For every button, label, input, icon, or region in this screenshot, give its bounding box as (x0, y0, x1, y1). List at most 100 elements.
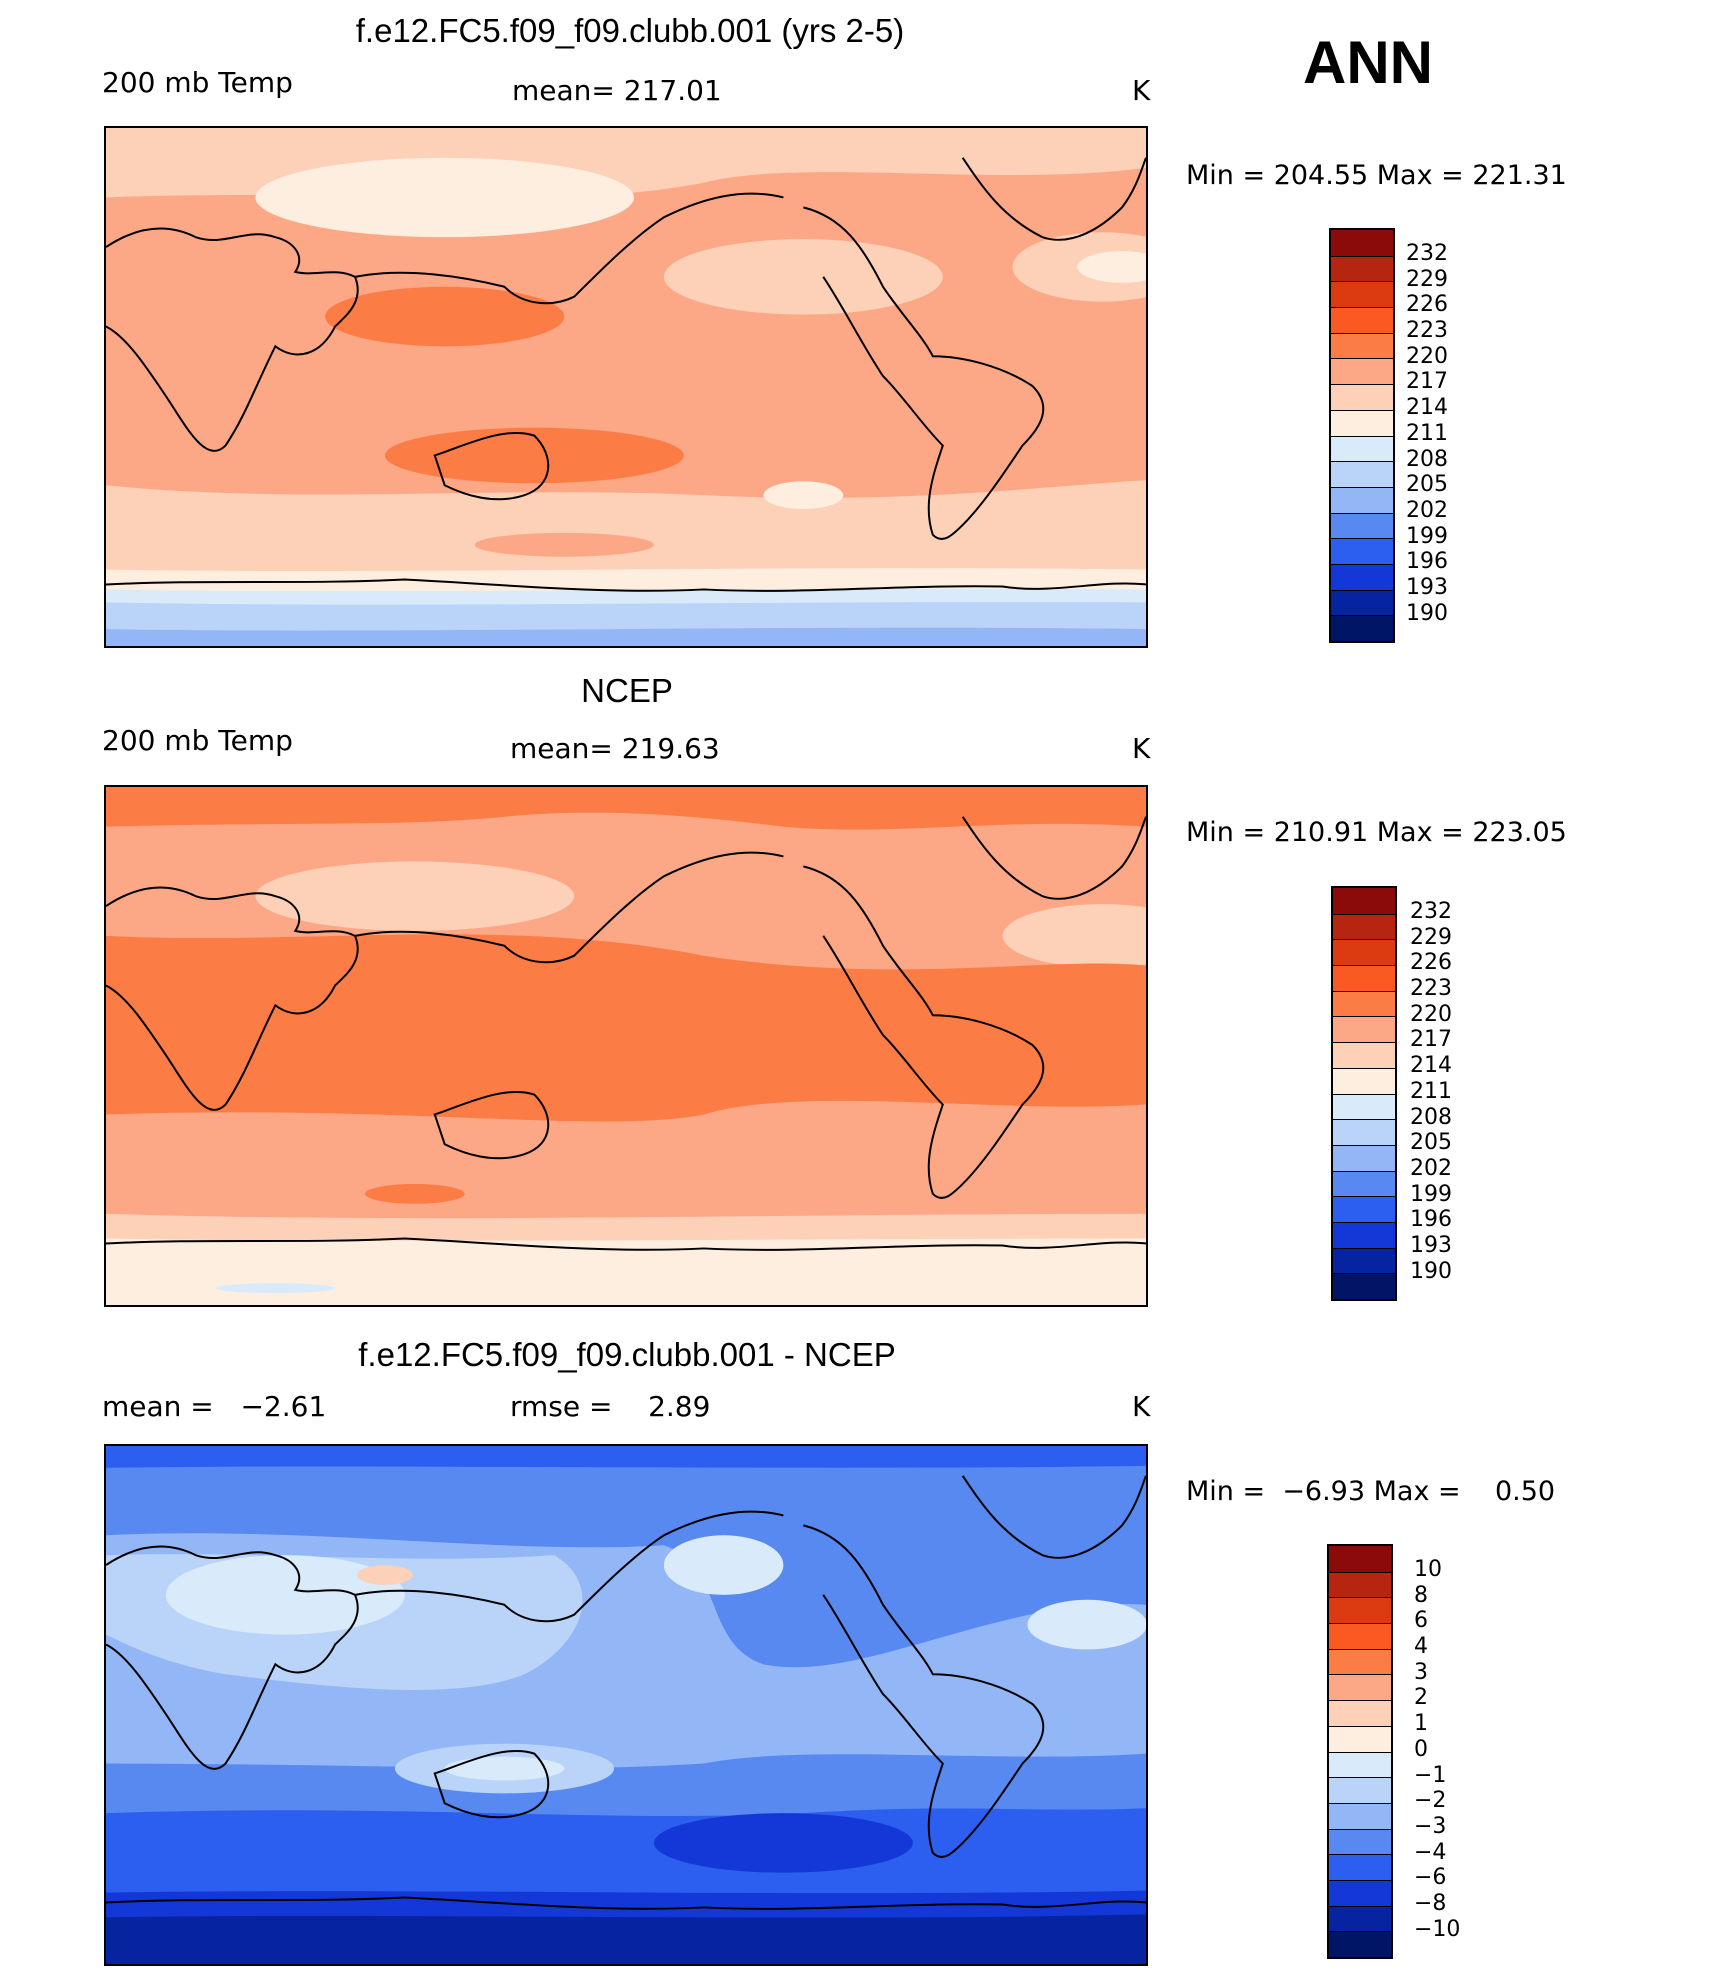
colorbar-level-label: 3 (1414, 1659, 1428, 1685)
colorbar-swatch (1333, 1067, 1395, 1094)
coastlines (106, 1475, 1146, 1910)
colorbar-level-label: 1 (1414, 1711, 1428, 1737)
panel3-units: K (1132, 1390, 1151, 1423)
colorbar-level-label: 190 (1410, 1258, 1452, 1284)
colorbar-level-label: 199 (1410, 1181, 1452, 1207)
field-220-223-arctic (106, 787, 1146, 830)
panel1-min-max: Min = 204.55 Max = 221.31 (1186, 160, 1567, 191)
panel3-colorbar (1327, 1544, 1393, 1959)
colorbar-swatch (1331, 332, 1393, 359)
colorbar-swatch (1333, 990, 1395, 1017)
colorbar-swatch (1329, 1597, 1391, 1624)
colorbar-level-label: −6 (1414, 1865, 1447, 1891)
colorbar-swatch (1331, 255, 1393, 282)
panel2-min-max: Min = 210.91 Max = 223.05 (1186, 817, 1567, 848)
colorbar-level-label: 208 (1406, 446, 1448, 472)
field-211-214-siberia (255, 157, 634, 238)
field-minus1-0-australia (444, 1756, 565, 1781)
field-minus1-0-eurasia (165, 1555, 405, 1635)
colorbar-swatch (1329, 1905, 1391, 1932)
colorbar-swatch (1333, 1196, 1395, 1222)
colorbar-level-label: 205 (1406, 472, 1448, 498)
americas-coast (803, 1524, 1045, 1858)
field-minus1-0-atlantic (1027, 1599, 1146, 1650)
colorbar-swatch (1333, 1016, 1395, 1043)
colorbar-level-label: 220 (1410, 1001, 1452, 1027)
field-217-220-southern (474, 532, 654, 557)
asia-coast (354, 192, 784, 305)
greenland-coast (961, 157, 1146, 241)
colorbar-swatch (1331, 230, 1393, 256)
colorbar-level-label: 10 (1414, 1557, 1442, 1582)
panel1-variable-label: 200 mb Temp (102, 66, 293, 99)
colorbar-swatch (1331, 307, 1393, 333)
field-minus10-minus8-antarctic (106, 1914, 1146, 1964)
season-label: ANN (1303, 29, 1433, 96)
colorbar-swatch (1333, 913, 1395, 940)
colorbar-level-label: 214 (1406, 395, 1448, 421)
colorbar-swatch (1329, 1751, 1391, 1778)
panel2-variable-label: 200 mb Temp (102, 724, 293, 757)
field-214-217-npacific (663, 239, 943, 315)
colorbar-swatch (1329, 1802, 1391, 1829)
colorbar-swatch (1333, 1042, 1395, 1068)
field-220-223-tibet (325, 286, 565, 347)
antarctica-coast (106, 1237, 1146, 1251)
colorbar-swatch (1331, 615, 1393, 641)
colorbar-swatch (1329, 1700, 1391, 1726)
colorbar-swatch (1329, 1648, 1391, 1675)
colorbar-swatch (1329, 1931, 1391, 1957)
field-214-217-natlantic (1002, 904, 1146, 968)
difference-temperature-map (104, 1444, 1148, 1966)
model-temperature-map (104, 126, 1148, 648)
colorbar-swatch (1329, 1571, 1391, 1598)
field-minus8-minus6-spacific (653, 1813, 913, 1873)
colorbar-swatch (1329, 1623, 1391, 1649)
antarctica-coast (106, 1896, 1146, 1910)
colorbar-level-label: 0 (1414, 1736, 1428, 1762)
panel3-min-max: Min = −6.93 Max = 0.50 (1186, 1476, 1556, 1507)
colorbar-level-label: 193 (1410, 1232, 1452, 1258)
colorbar-swatch (1331, 589, 1393, 616)
colorbar-level-label: 214 (1410, 1053, 1452, 1079)
field-211-214-antarctic (106, 1238, 1146, 1305)
colorbar-level-label: 4 (1414, 1634, 1428, 1660)
colorbar-swatch (1333, 939, 1395, 966)
colorbar-swatch (1329, 1725, 1391, 1752)
colorbar-swatch (1329, 1828, 1391, 1855)
panel1-colorbar-labels: 232 229 226 223 220 217 214 211 208 205 202 199 196 1… (1406, 241, 1448, 626)
panel2-colorbar-labels: 232 229 226 223 220 217 214 211 208 205 202 199 196 1… (1410, 899, 1452, 1284)
colorbar-swatch (1329, 1879, 1391, 1906)
panel2-units: K (1132, 732, 1151, 765)
colorbar-swatch (1331, 358, 1393, 385)
field-220-223-tropics (106, 934, 1146, 1122)
colorbar-swatch (1329, 1674, 1391, 1701)
americas-coast (803, 865, 1045, 1199)
colorbar-level-label: 232 (1406, 241, 1448, 266)
colorbar-level-label: 217 (1410, 1027, 1452, 1053)
colorbar-level-label: 196 (1410, 1207, 1452, 1233)
colorbar-level-label: 190 (1406, 600, 1448, 626)
colorbar-level-label: 232 (1410, 899, 1452, 924)
coastlines (106, 157, 1146, 592)
australia-coast (433, 1749, 550, 1819)
colorbar-level-label: −8 (1414, 1890, 1447, 1916)
australia-coast (433, 1090, 550, 1160)
colorbar-level-label: 211 (1406, 420, 1448, 446)
colorbar-level-label: 202 (1406, 497, 1448, 523)
africa-europe-coast (106, 886, 359, 1111)
colorbar-level-label: 211 (1410, 1078, 1452, 1104)
asia-coast (354, 851, 784, 964)
antarctica-coast (106, 578, 1146, 592)
colorbar-swatch (1331, 384, 1393, 410)
field-214-217-eurasia (255, 861, 575, 931)
colorbar-swatch (1331, 435, 1393, 462)
colorbar-level-label: 226 (1410, 950, 1452, 976)
ncep-map-svg (106, 787, 1146, 1305)
field-211-214-natlantic (1077, 251, 1146, 283)
colorbar-swatch (1333, 1221, 1395, 1248)
colorbar-level-label: 229 (1410, 924, 1452, 950)
colorbar-swatch (1329, 1546, 1391, 1572)
colorbar-swatch (1333, 1119, 1395, 1145)
colorbar-level-label: 229 (1406, 266, 1448, 292)
